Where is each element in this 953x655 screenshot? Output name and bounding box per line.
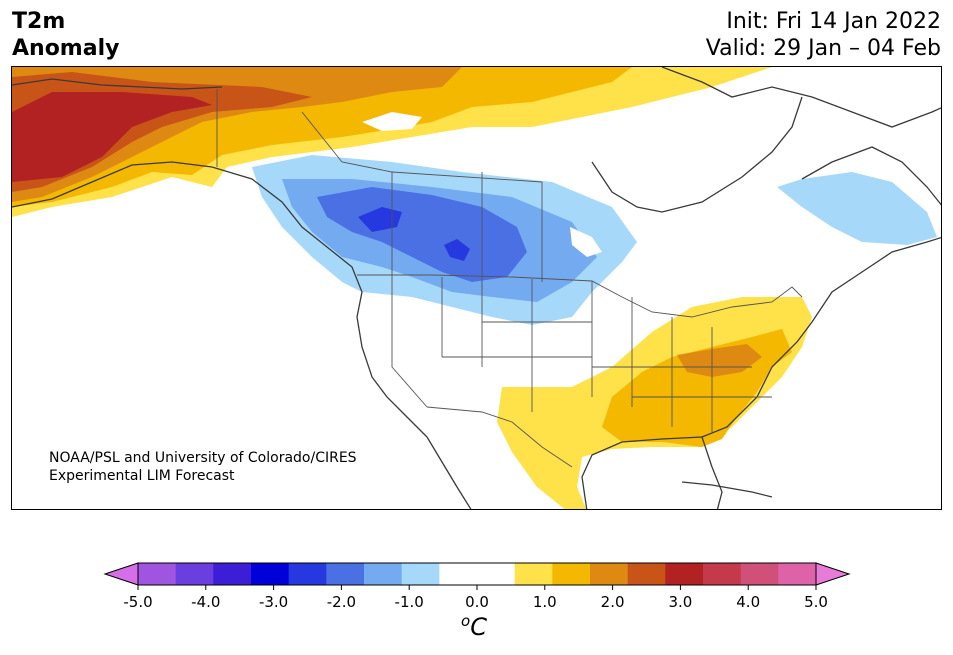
colorbar-segment [288, 563, 327, 585]
coastline-baja [426, 436, 472, 509]
colorbar-segment [590, 563, 629, 585]
anomaly-map [11, 66, 942, 510]
colorbar-segments [138, 563, 817, 585]
coastline-arctic-islands [661, 67, 941, 128]
colorbar-segment [439, 563, 478, 585]
colorbar-tick-label: 4.0 [736, 593, 760, 611]
colorbar-segment [401, 563, 440, 585]
colorbar-tick-label: 5.0 [804, 593, 828, 611]
colorbar-tick-label: 3.0 [668, 593, 692, 611]
anomaly-cold-4b [444, 239, 470, 261]
colorbar-segment [251, 563, 290, 585]
colorbar: -5.0 -4.0 -3.0 -2.0 -1.0 0.0 1.0 2.0 3.0 4.0 5.0 [103, 562, 851, 611]
anomaly-warm-alaska-5 [12, 92, 212, 182]
colorbar-segment [552, 563, 591, 585]
political-borders [216, 89, 803, 468]
credit-line-1: NOAA/PSL and University of Colorado/CIRE… [49, 450, 357, 466]
coastline-labrador [801, 146, 941, 206]
unit-degree-mark: o [461, 612, 471, 630]
forecast-dates: Init: Fri 14 Jan 2022 Valid: 29 Jan – 04… [706, 8, 941, 62]
colorbar-tick-label: -2.0 [327, 593, 356, 611]
colorbar-segment [514, 563, 553, 585]
colorbar-segment [138, 563, 177, 585]
coastline-gulf [581, 236, 941, 509]
colorbar-segment [703, 563, 742, 585]
colorbar-tick-label: 2.0 [601, 593, 625, 611]
anomaly-cold-3 [317, 187, 527, 282]
coastline-hudson-bay [591, 96, 803, 213]
colorbar-tick-label: 1.0 [533, 593, 557, 611]
colorbar-segment [778, 563, 817, 585]
colorbar-tick-label: -5.0 [123, 593, 152, 611]
anomaly-cold-4a [358, 207, 402, 232]
colorbar-tick-label: -4.0 [191, 593, 220, 611]
map-canvas [12, 67, 941, 509]
colorbar-unit-label: oC [461, 612, 487, 641]
valid-dates: Valid: 29 Jan – 04 Feb [705, 36, 941, 61]
coastlines [12, 67, 941, 509]
title-line-1: T2m [12, 9, 66, 34]
anomaly-warm-us-3 [677, 344, 762, 377]
colorbar-tick-label: 0.0 [465, 593, 489, 611]
border-us-canada [357, 274, 803, 318]
colorbar-segment [326, 563, 365, 585]
credit-line-2: Experimental LIM Forecast [49, 468, 235, 484]
white-hole-saskatchewan [570, 227, 602, 257]
white-hole-hudson [362, 112, 422, 131]
coastline-cuba [681, 481, 773, 498]
coastline-florida [701, 436, 723, 509]
colorbar-min-arrow [103, 562, 139, 586]
colorbar-segment [213, 563, 252, 585]
coastline-alaska-north [12, 78, 223, 90]
coastline-alaska-south [12, 161, 428, 438]
title-line-2: Anomaly [12, 36, 120, 61]
colorbar-segment [740, 563, 779, 585]
init-date: Init: Fri 14 Jan 2022 [726, 9, 941, 34]
colorbar-tick-label: -3.0 [259, 593, 288, 611]
data-credit: NOAA/PSL and University of Colorado/CIRE… [49, 449, 357, 485]
unit-celsius: C [470, 613, 487, 641]
colorbar-ticks: -5.0 -4.0 -3.0 -2.0 -1.0 0.0 1.0 2.0 3.0 4.0 5.0 [123, 585, 828, 611]
anomaly-cold-labrador [777, 172, 937, 245]
colorbar-segment [665, 563, 704, 585]
border-states-east [591, 281, 772, 432]
colorbar-tick-label: -1.0 [395, 593, 424, 611]
border-provinces [301, 111, 543, 282]
colorbar-max-arrow [815, 562, 851, 586]
colorbar-segment [627, 563, 666, 585]
colorbar-segment [364, 563, 403, 585]
map-title: T2m Anomaly [12, 8, 119, 62]
border-us-mexico [426, 406, 573, 468]
colorbar-segment [175, 563, 214, 585]
border-states-west [391, 275, 592, 412]
colorbar-segment [477, 563, 516, 585]
